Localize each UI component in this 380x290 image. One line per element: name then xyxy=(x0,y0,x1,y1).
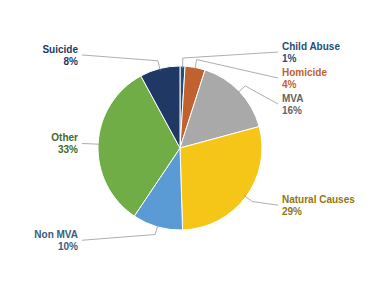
data-label: 4% xyxy=(282,79,297,90)
data-label: 16% xyxy=(282,105,302,116)
slice-label: Suicide xyxy=(42,44,78,55)
leader-line xyxy=(238,86,278,104)
pie-slice xyxy=(141,66,180,148)
labels: Child Abuse1% Homicide4% MVA16% Natural Cau… xyxy=(34,41,355,252)
leader-line xyxy=(82,225,158,240)
slice-label: Non MVA xyxy=(34,229,78,240)
slice-label: MVA xyxy=(282,93,303,104)
chart-container: Child Abuse1% Homicide4% MVA16% Natural Cau… xyxy=(0,0,380,290)
data-label: 1% xyxy=(282,53,297,64)
leader-line xyxy=(82,143,100,145)
slice-label: Child Abuse xyxy=(282,41,340,52)
leader-line xyxy=(82,55,160,71)
data-label: 29% xyxy=(282,206,302,217)
data-label: 10% xyxy=(58,241,78,252)
leader-line xyxy=(244,196,278,206)
leader-line xyxy=(195,60,278,78)
slice-label: Homicide xyxy=(282,67,327,78)
slice-label: Natural Causes xyxy=(282,194,355,205)
data-label: 33% xyxy=(58,144,78,155)
chart: Child Abuse1% Homicide4% MVA16% Natural Cau… xyxy=(0,0,380,290)
pie-slice xyxy=(180,127,262,230)
slices xyxy=(98,66,262,230)
slice-label: Other xyxy=(51,132,78,143)
data-label: 8% xyxy=(64,56,79,67)
